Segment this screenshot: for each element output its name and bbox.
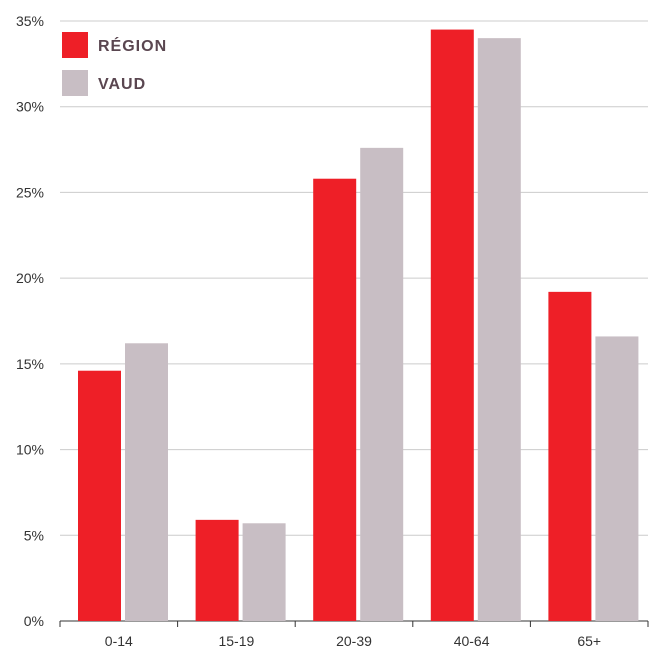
legend-swatch-vaud bbox=[62, 70, 88, 96]
bar-region-20-39 bbox=[313, 178, 357, 621]
legend-swatch-region bbox=[62, 32, 88, 58]
bar-region-65+ bbox=[548, 291, 592, 621]
bar-region-40-64 bbox=[430, 29, 474, 622]
bars bbox=[78, 29, 639, 622]
x-tick-label: 0-14 bbox=[105, 633, 133, 649]
x-tick-label: 15-19 bbox=[218, 633, 254, 649]
y-tick-label: 30% bbox=[16, 99, 44, 115]
y-tick-label: 5% bbox=[24, 527, 44, 543]
bar-region-0-14 bbox=[78, 370, 121, 621]
y-axis-ticks: 0% 5% 10% 15% 20% 25% 30% 35% bbox=[16, 13, 44, 629]
x-tick-label: 20-39 bbox=[336, 633, 372, 649]
bar-vaud-40-64 bbox=[477, 38, 521, 621]
bar-region-15-19 bbox=[195, 519, 239, 621]
legend: RÉGION VAUD bbox=[62, 32, 167, 96]
y-tick-label: 0% bbox=[24, 613, 44, 629]
y-tick-label: 20% bbox=[16, 270, 44, 286]
y-tick-label: 35% bbox=[16, 13, 44, 29]
x-axis-ticks: 0-14 15-19 20-39 40-64 65+ bbox=[105, 633, 601, 649]
bar-vaud-0-14 bbox=[125, 343, 168, 621]
x-tick-label: 40-64 bbox=[454, 633, 490, 649]
bar-vaud-65+ bbox=[595, 336, 639, 621]
x-tick-label: 65+ bbox=[577, 633, 601, 649]
legend-label-region: RÉGION bbox=[98, 36, 167, 55]
legend-label-vaud: VAUD bbox=[98, 76, 146, 93]
bar-vaud-15-19 bbox=[242, 523, 286, 621]
y-tick-label: 25% bbox=[16, 184, 44, 200]
y-tick-label: 15% bbox=[16, 356, 44, 372]
y-tick-label: 10% bbox=[16, 442, 44, 458]
bar-vaud-20-39 bbox=[360, 147, 404, 621]
